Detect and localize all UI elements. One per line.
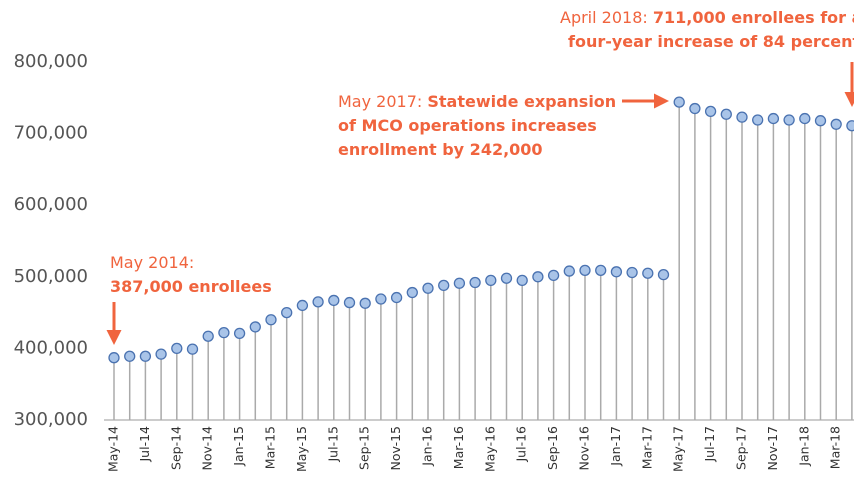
point	[139, 350, 152, 362]
x-tick-label: Sep-17	[734, 426, 749, 470]
x-tick-label: May-17	[671, 426, 686, 472]
point	[312, 296, 324, 308]
x-tick-label: Jan-16	[420, 426, 435, 467]
x-tick-label: Sep-15	[357, 426, 372, 470]
point	[516, 274, 528, 287]
point	[610, 266, 623, 278]
point	[171, 342, 183, 355]
x-tick-label: May-15	[294, 426, 309, 472]
point	[752, 114, 764, 126]
point	[249, 321, 261, 333]
x-tick-label: Jan-18	[796, 426, 811, 467]
point	[469, 276, 481, 289]
annotation: April 2018: 711,000 enrollees for a	[560, 8, 854, 27]
y-tick-label: 500,000	[14, 266, 88, 287]
x-tick-label: Jul-15	[325, 426, 340, 463]
annotation: enrollment by 242,000	[338, 140, 543, 159]
point	[736, 111, 748, 123]
y-tick-label: 300,000	[14, 409, 88, 430]
y-tick-label: 600,000	[14, 194, 88, 215]
point	[155, 348, 167, 360]
y-tick-label: 700,000	[14, 123, 88, 144]
point	[626, 266, 638, 279]
point	[532, 271, 544, 283]
point	[830, 118, 842, 130]
point	[704, 105, 717, 118]
point	[563, 265, 575, 277]
point	[720, 108, 732, 120]
point	[595, 264, 607, 277]
point	[108, 352, 120, 364]
x-tick-label: Sep-16	[545, 426, 560, 470]
point	[814, 115, 827, 127]
annotation: four-year increase of 84 percent	[568, 32, 854, 51]
point	[485, 274, 497, 287]
point	[265, 314, 277, 326]
x-tick-label: Jan-15	[231, 426, 246, 467]
x-tick-label: Jul-14	[137, 426, 152, 463]
x-tick-label: May-16	[482, 426, 497, 472]
annotation: May 2014:	[110, 253, 194, 272]
x-tick-label: Mar-15	[263, 426, 278, 469]
point	[642, 267, 654, 279]
point	[783, 114, 795, 126]
y-tick-label: 400,000	[14, 337, 88, 358]
x-tick-label: Mar-17	[639, 426, 654, 469]
point	[296, 299, 309, 312]
x-tick-label: May-14	[106, 426, 121, 472]
point	[453, 277, 466, 289]
x-tick-label: Nov-17	[765, 426, 780, 470]
x-tick-label: Sep-14	[168, 426, 183, 470]
x-tick-label: Mar-16	[451, 426, 466, 469]
annotation: 387,000 enrollees	[110, 277, 272, 296]
x-tick-label: Jul-17	[702, 426, 717, 463]
plot: 300,000 400,000 500,000 600,000 700,000 800,0…	[14, 51, 854, 472]
point	[689, 102, 701, 115]
point	[500, 272, 513, 284]
annotation: of MCO operations increases	[338, 116, 597, 135]
point	[233, 327, 246, 340]
point	[343, 296, 356, 309]
point	[124, 350, 136, 362]
point	[422, 282, 434, 294]
point	[281, 306, 293, 319]
point	[846, 120, 854, 132]
x-tick-label: Nov-16	[577, 426, 592, 471]
point	[218, 326, 230, 339]
x-tick-label: Jul-16	[514, 426, 529, 463]
point	[657, 269, 670, 281]
x-tick-label: Nov-15	[388, 426, 403, 470]
point	[799, 112, 811, 125]
point	[673, 96, 685, 108]
point	[547, 269, 560, 282]
point	[186, 343, 199, 355]
point	[375, 293, 387, 305]
point	[438, 279, 450, 292]
point	[328, 294, 340, 307]
annotation: May 2017: Statewide expansion	[338, 92, 616, 111]
x-tick-label: Nov-14	[200, 426, 215, 471]
y-tick-label: 800,000	[14, 51, 88, 72]
point	[767, 112, 780, 125]
point	[579, 264, 591, 277]
x-tick-label: Mar-18	[828, 426, 843, 469]
point	[202, 330, 214, 342]
point	[406, 286, 418, 299]
point	[390, 291, 403, 304]
point	[359, 297, 371, 309]
x-tick-label: Jan-17	[608, 426, 623, 467]
